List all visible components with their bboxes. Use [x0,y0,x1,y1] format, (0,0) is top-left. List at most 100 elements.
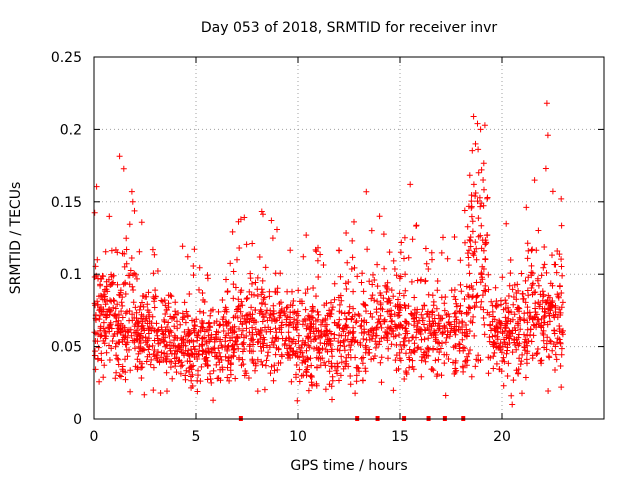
data-point [191,318,198,325]
data-point [299,321,306,328]
data-point [165,319,172,326]
data-point [512,342,519,348]
data-point [307,330,314,337]
data-point [356,368,362,375]
data-point [505,360,512,367]
data-point [531,322,538,329]
data-point [186,291,193,297]
data-point [336,377,342,384]
data-point [532,289,539,296]
data-point [149,342,156,349]
data-point [377,321,384,327]
data-point [162,302,169,309]
data-point [320,262,327,268]
data-point [108,271,115,278]
data-point [293,374,299,381]
data-point [169,375,176,382]
data-point [246,288,253,295]
data-point [129,283,136,290]
data-point [321,302,328,309]
data-point [247,311,254,318]
data-point [377,290,384,296]
data-point [211,353,218,360]
y-tick-label: 0 [73,412,82,428]
data-point [480,266,487,272]
data-point [509,349,516,356]
data-point [145,346,152,353]
data-point [370,271,376,278]
data-point [120,165,127,172]
data-point [178,359,185,366]
data-point [112,313,119,320]
data-point [467,347,473,353]
data-point [103,278,110,285]
data-point [231,328,238,335]
data-point [511,311,518,318]
data-point [219,344,226,351]
data-point [371,297,378,304]
data-point [336,324,343,331]
data-point [504,320,511,327]
data-point [181,329,188,335]
data-point [249,280,255,287]
data-point [254,293,261,299]
data-point [397,249,404,256]
data-point [428,323,435,330]
data-point [310,307,317,314]
data-point [139,299,145,306]
data-point [141,391,148,398]
data-point [322,315,329,322]
data-point [329,396,335,403]
data-point [266,344,273,351]
data-point [134,327,140,334]
data-point [514,306,521,313]
data-point [174,325,181,332]
data-point [275,335,282,342]
data-point [473,299,480,306]
data-point [425,266,432,272]
data-point [208,379,215,386]
data-point [317,340,324,346]
data-point [232,375,239,382]
data-point [254,339,261,346]
data-point [218,357,225,363]
data-point [343,322,349,329]
data-point [238,287,245,294]
data-point [474,120,481,127]
data-point [363,188,370,195]
data-point [155,340,162,347]
data-point [529,246,536,253]
data-point [543,340,550,347]
data-point [515,366,522,373]
data-point [462,239,468,246]
data-point [314,308,321,315]
data-point [208,349,215,356]
data-point [190,338,197,345]
data-point [401,302,408,308]
data-point [196,308,203,315]
data-point [219,366,226,373]
data-point [270,308,277,314]
data-point [453,367,460,374]
data-point [396,355,403,362]
data-point [133,335,140,342]
data-point [363,336,370,343]
data-point [279,319,285,326]
data-point [485,370,492,377]
data-point [161,338,168,345]
data-point [307,373,314,380]
data-point [101,340,108,347]
data-point [499,328,506,335]
data-point [394,325,401,332]
data-point [497,320,504,327]
data-point [349,254,356,261]
data-point [138,219,145,226]
data-point [460,368,467,375]
data-point [451,370,458,377]
data-point [290,298,297,304]
data-point [488,298,495,305]
data-point [384,330,391,337]
data-point [376,213,383,220]
data-point [257,332,264,339]
data-point [388,318,395,325]
